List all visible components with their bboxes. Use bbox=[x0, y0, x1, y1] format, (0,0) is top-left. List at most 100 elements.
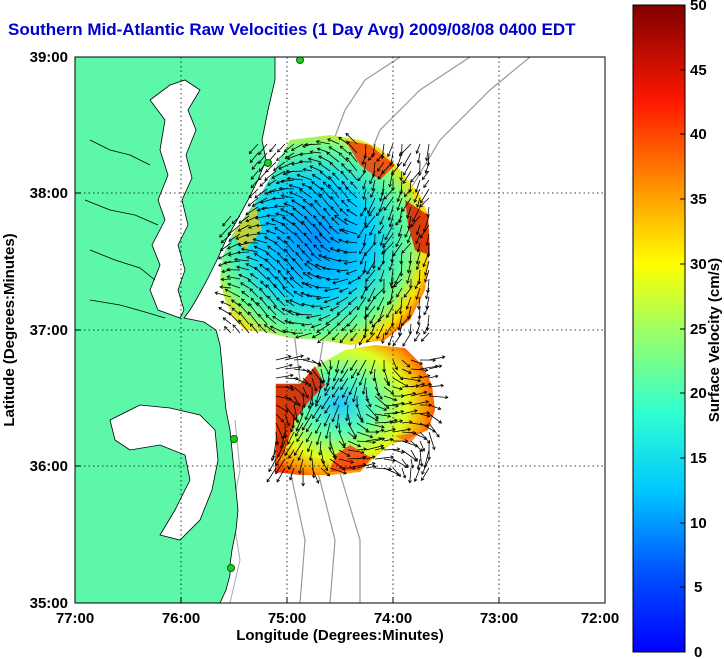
velocity-arrow bbox=[352, 386, 358, 402]
velocity-arrow-head bbox=[311, 334, 316, 339]
velocity-arrow-head bbox=[420, 338, 425, 342]
velocity-arrow bbox=[332, 172, 340, 181]
velocity-arrow-head bbox=[302, 144, 306, 148]
velocity-arrow bbox=[304, 243, 313, 253]
velocity-arrow bbox=[392, 332, 403, 346]
velocity-arrow bbox=[257, 232, 268, 235]
velocity-arrow-head bbox=[328, 446, 333, 451]
velocity-arrow-head bbox=[414, 443, 419, 448]
velocity-arrow-head bbox=[381, 260, 386, 265]
velocity-arrow bbox=[419, 375, 430, 379]
velocity-arrow-head bbox=[315, 403, 319, 407]
velocity-arrow-head bbox=[402, 180, 407, 185]
velocity-arrow bbox=[365, 422, 385, 428]
velocity-arrow-head bbox=[437, 406, 442, 411]
velocity-arrow bbox=[424, 260, 430, 276]
velocity-arrow bbox=[302, 386, 309, 398]
velocity-arrow-head bbox=[309, 150, 314, 154]
velocity-arrow-head bbox=[377, 266, 382, 271]
velocity-arrow bbox=[265, 314, 277, 325]
velocity-arrow bbox=[350, 332, 358, 341]
velocity-arrow-head bbox=[313, 215, 317, 219]
velocity-arrow-head bbox=[360, 213, 364, 217]
velocity-arrow-head bbox=[252, 238, 257, 242]
velocity-arrow-head bbox=[415, 240, 419, 245]
velocity-arrow bbox=[320, 171, 331, 181]
velocity-arrow-head bbox=[328, 225, 333, 230]
x-tick-label: 73:00 bbox=[480, 610, 518, 627]
velocity-arrow-head bbox=[341, 180, 345, 185]
velocity-arrow-head bbox=[371, 187, 375, 192]
velocity-arrow-head bbox=[340, 170, 344, 175]
velocity-arrow-head bbox=[399, 177, 404, 181]
velocity-arrow-head bbox=[304, 282, 309, 286]
velocity-arrow bbox=[419, 393, 432, 397]
velocity-arrow bbox=[280, 179, 295, 183]
velocity-arrow-head bbox=[419, 463, 424, 467]
velocity-arrow-head bbox=[253, 252, 258, 256]
velocity-arrow-head bbox=[264, 191, 269, 195]
velocity-arrow bbox=[267, 245, 277, 253]
velocity-arrow-head bbox=[348, 391, 353, 396]
velocity-arrow bbox=[294, 440, 304, 456]
velocity-arrow bbox=[322, 267, 340, 271]
velocity-arrow bbox=[316, 431, 322, 445]
velocity-arrow-head bbox=[322, 255, 327, 260]
velocity-arrow-head bbox=[343, 218, 348, 222]
velocity-arrow bbox=[288, 458, 295, 470]
velocity-arrow-head bbox=[304, 243, 308, 247]
velocity-arrow bbox=[317, 332, 331, 344]
velocity-arrow bbox=[256, 224, 268, 226]
velocity-arrow-head bbox=[390, 323, 395, 327]
velocity-arrow bbox=[241, 248, 259, 253]
velocity-arrow bbox=[248, 279, 259, 289]
velocity-arrow-head bbox=[379, 197, 383, 202]
velocity-arrow bbox=[285, 152, 295, 159]
velocity-arrow-head bbox=[335, 301, 340, 305]
velocity-arrow-head bbox=[265, 314, 270, 319]
velocity-arrow bbox=[315, 287, 331, 289]
velocity-arrow-head bbox=[290, 266, 295, 271]
velocity-arrow bbox=[382, 332, 385, 344]
y-tick-label: 35:00 bbox=[30, 595, 68, 612]
velocity-arrow bbox=[247, 197, 259, 207]
velocity-arrow bbox=[330, 247, 340, 253]
velocity-arrow-head bbox=[426, 213, 430, 218]
velocity-arrow bbox=[421, 458, 430, 475]
velocity-arrow-head bbox=[356, 306, 361, 311]
velocity-arrow-head bbox=[319, 306, 324, 310]
velocity-arrow bbox=[340, 359, 349, 374]
velocity-arrow-head bbox=[424, 368, 429, 372]
river bbox=[89, 249, 156, 281]
velocity-arrow bbox=[410, 431, 427, 440]
velocity-arrow bbox=[240, 282, 250, 289]
velocity-arrow-head bbox=[310, 202, 314, 207]
velocity-arrow-head bbox=[371, 153, 375, 158]
velocity-arrow-head bbox=[379, 278, 383, 283]
velocity-arrow bbox=[416, 323, 421, 335]
velocity-arrow-head bbox=[338, 186, 342, 191]
velocity-arrow bbox=[307, 272, 322, 280]
velocity-arrow-head bbox=[361, 161, 366, 166]
velocity-arrow-head bbox=[383, 207, 388, 211]
velocity-arrow bbox=[416, 287, 421, 300]
velocity-arrow bbox=[419, 422, 436, 433]
velocity-arrow bbox=[365, 215, 376, 228]
velocity-arrow-head bbox=[350, 460, 355, 464]
velocity-arrow bbox=[301, 404, 304, 416]
velocity-arrow bbox=[259, 287, 268, 298]
velocity-arrow bbox=[344, 395, 349, 405]
velocity-arrow-head bbox=[306, 357, 311, 361]
river bbox=[89, 299, 166, 319]
velocity-arrow bbox=[365, 445, 384, 451]
velocity-arrow-head bbox=[273, 283, 277, 288]
velocity-arrow-head bbox=[345, 186, 349, 191]
velocity-arrow-head bbox=[438, 364, 443, 369]
velocity-arrow bbox=[283, 277, 295, 289]
velocity-arrow bbox=[372, 179, 376, 191]
velocity-arrow bbox=[347, 457, 366, 460]
velocity-arrow-head bbox=[406, 280, 410, 284]
velocity-arrow bbox=[367, 197, 376, 214]
velocity-arrow bbox=[284, 404, 297, 421]
velocity-arrow bbox=[414, 278, 421, 289]
